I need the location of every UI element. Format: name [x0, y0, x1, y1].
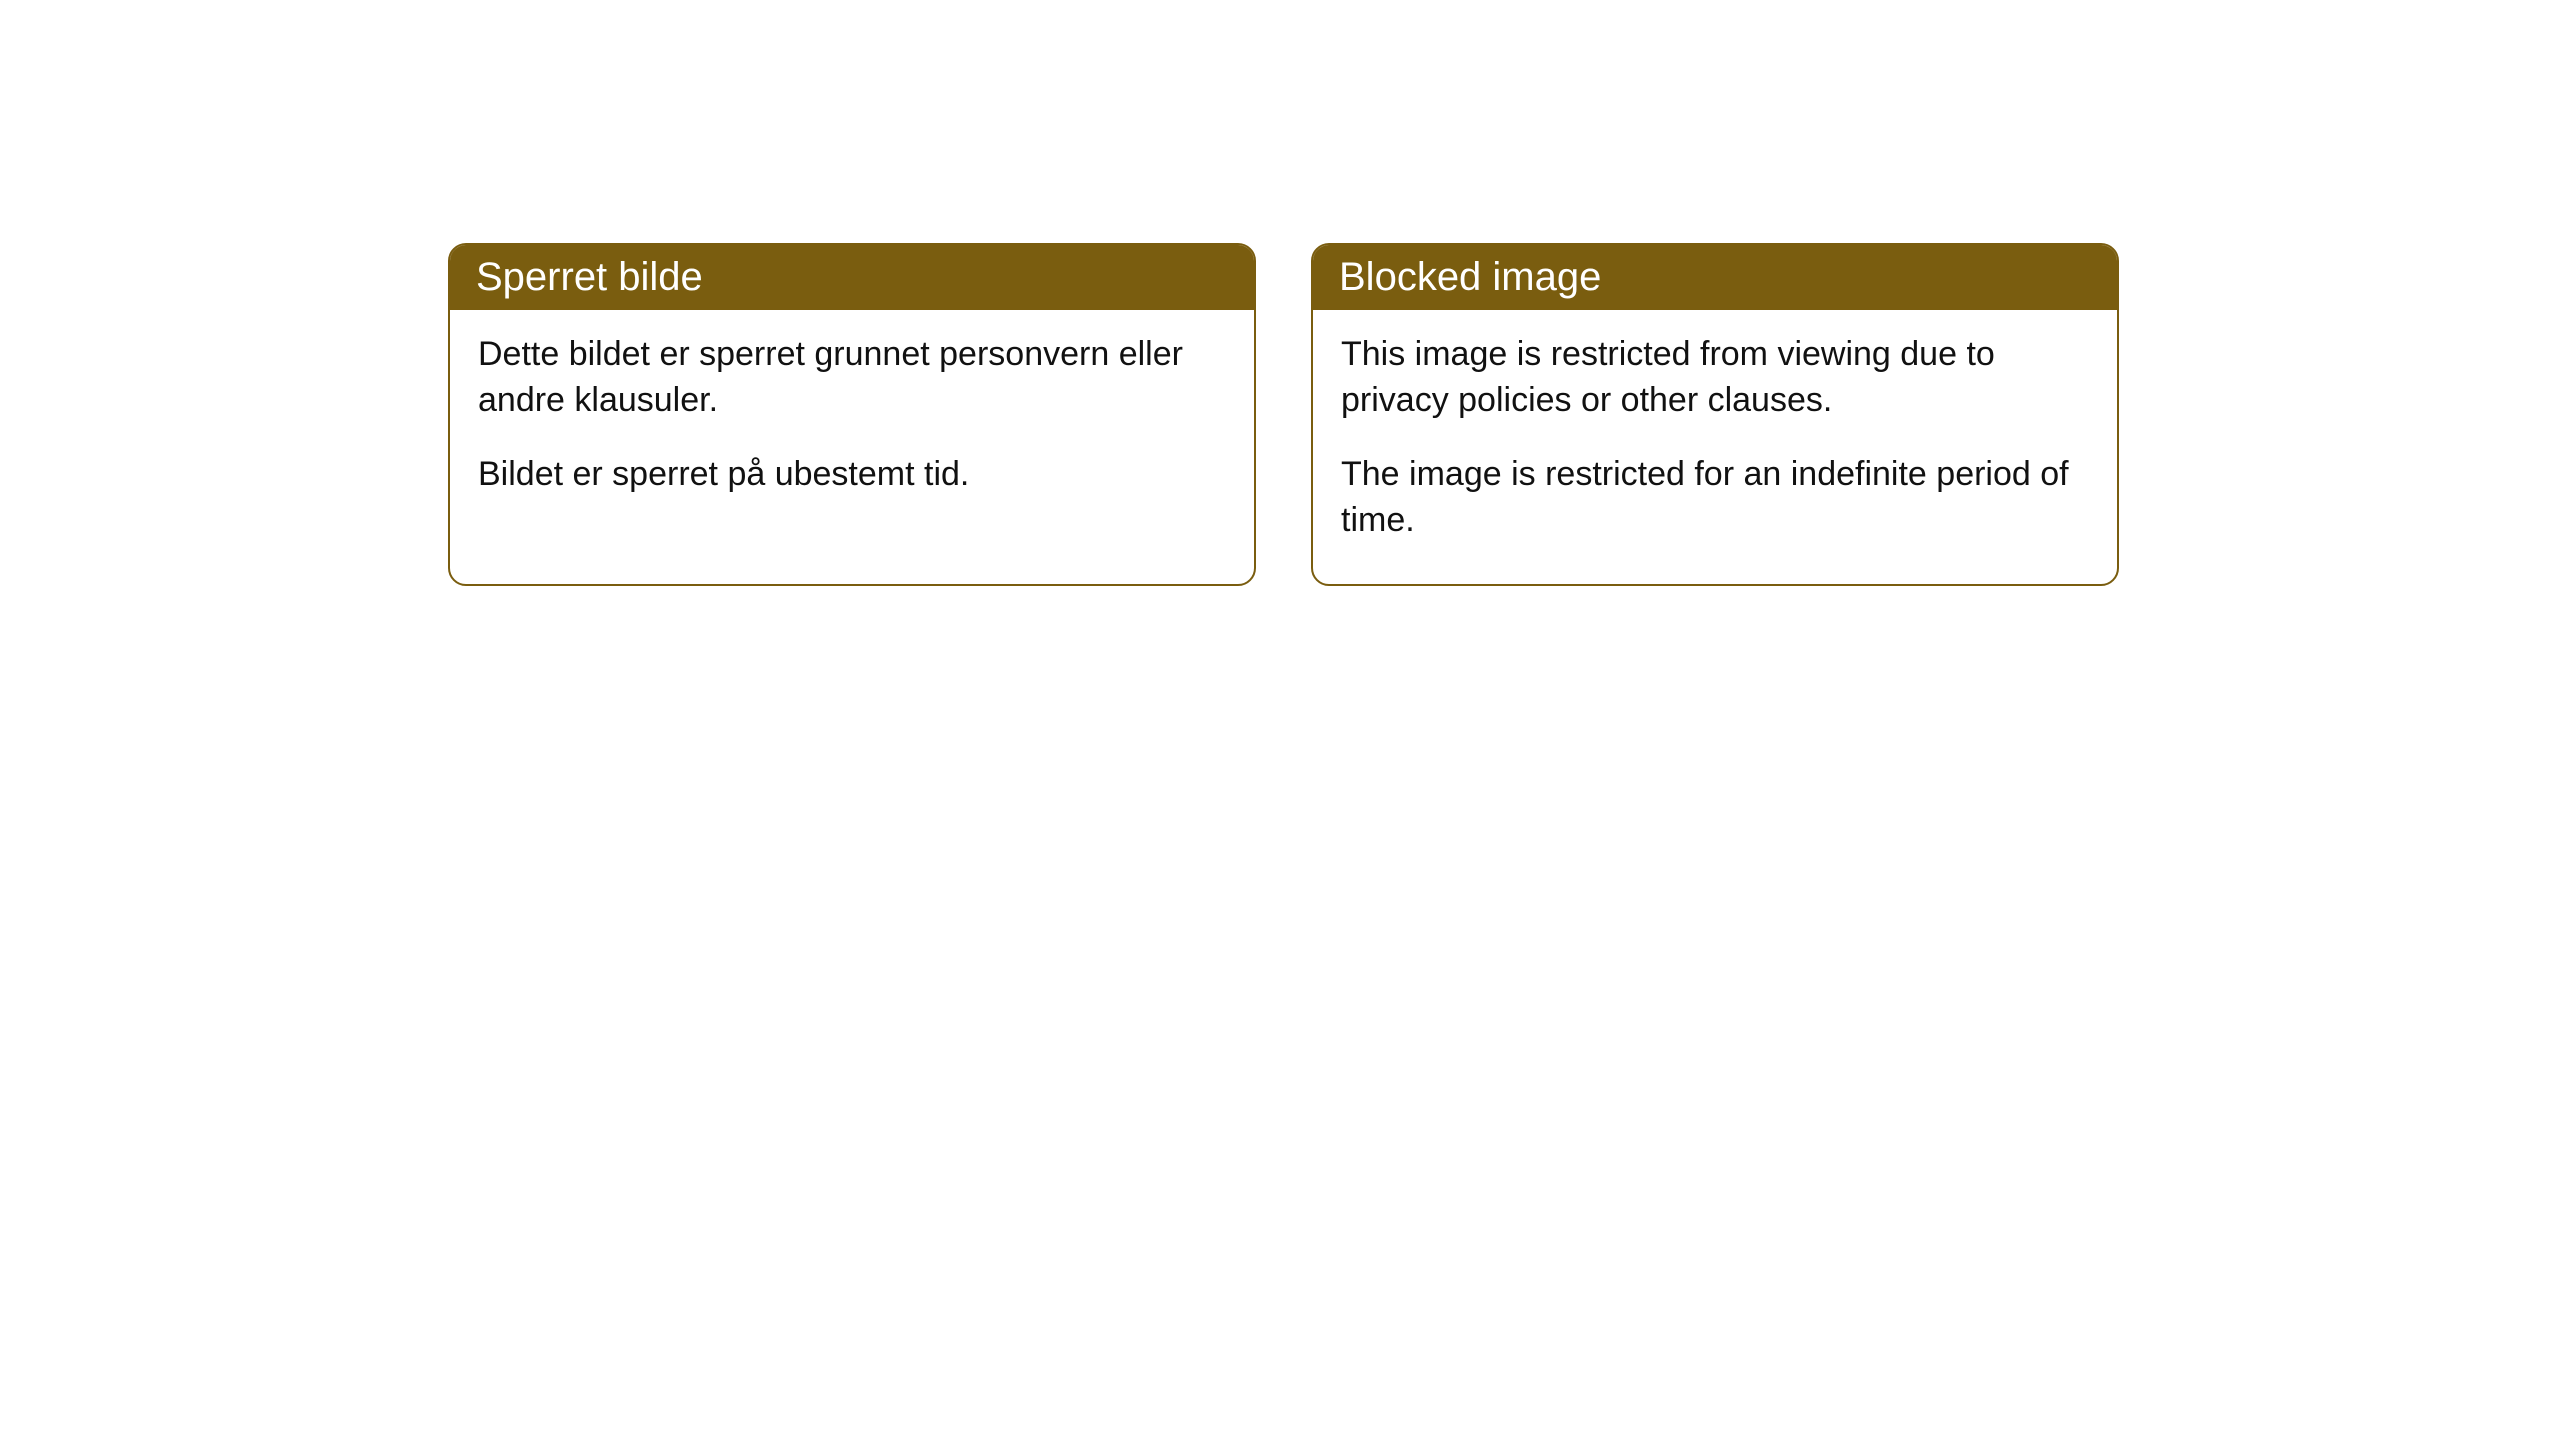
card-body-no: Dette bildet er sperret grunnet personve… [450, 310, 1254, 538]
card-paragraph: Dette bildet er sperret grunnet personve… [478, 332, 1226, 424]
card-paragraph: Bildet er sperret på ubestemt tid. [478, 452, 1226, 498]
blocked-image-card-en: Blocked image This image is restricted f… [1311, 243, 2119, 586]
notice-cards-container: Sperret bilde Dette bildet er sperret gr… [448, 243, 2119, 586]
card-title-en: Blocked image [1313, 245, 2117, 310]
card-paragraph: This image is restricted from viewing du… [1341, 332, 2089, 424]
card-paragraph: The image is restricted for an indefinit… [1341, 452, 2089, 544]
card-body-en: This image is restricted from viewing du… [1313, 310, 2117, 584]
card-title-no: Sperret bilde [450, 245, 1254, 310]
blocked-image-card-no: Sperret bilde Dette bildet er sperret gr… [448, 243, 1256, 586]
